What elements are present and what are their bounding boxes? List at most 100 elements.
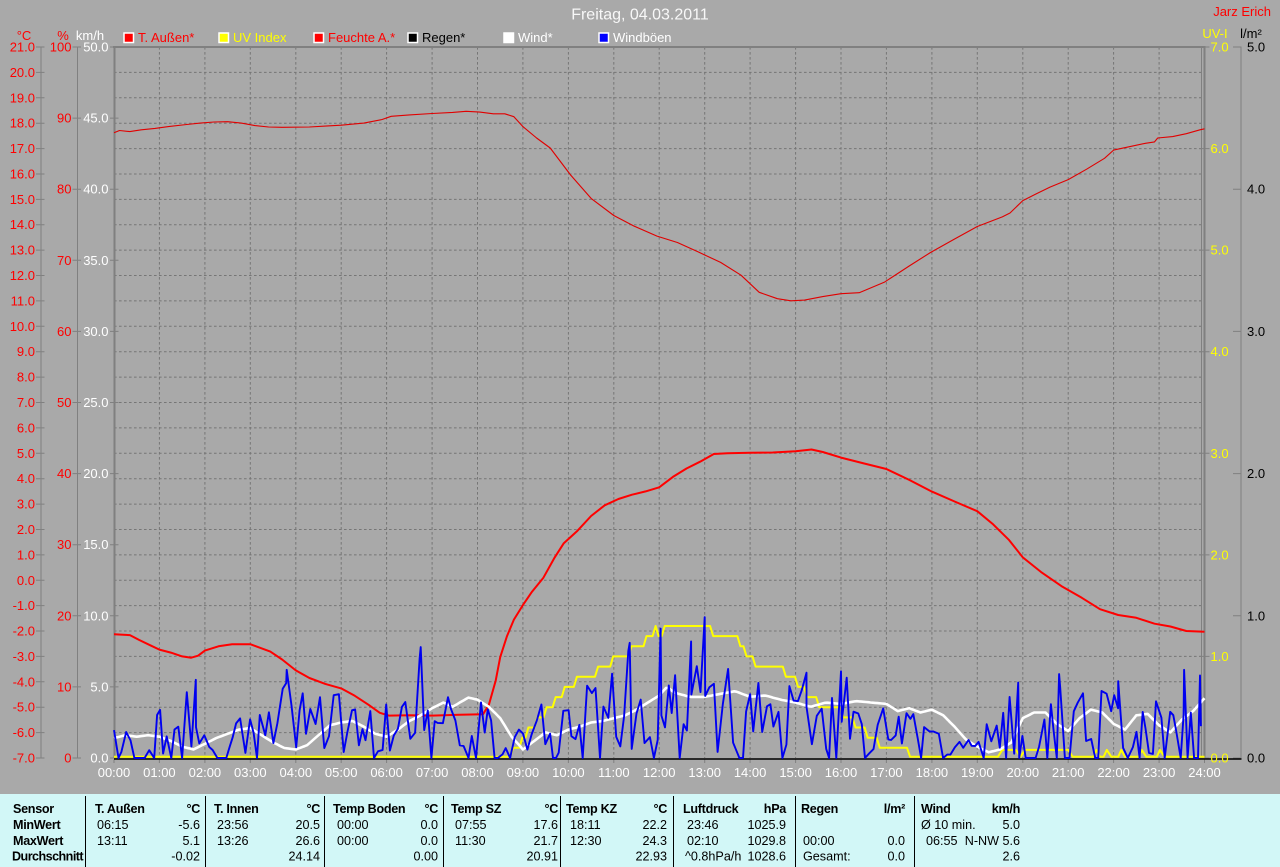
svg-text:1.0: 1.0 <box>1211 649 1229 664</box>
svg-text:05:00: 05:00 <box>325 765 358 780</box>
svg-text:20.0: 20.0 <box>83 466 108 481</box>
svg-text:1025.9: 1025.9 <box>747 818 786 832</box>
svg-text:09:00: 09:00 <box>507 765 540 780</box>
svg-text:18:00: 18:00 <box>916 765 949 780</box>
svg-text:Feuchte A.*: Feuchte A.* <box>328 30 395 45</box>
svg-text:°C: °C <box>653 802 667 816</box>
svg-text:MinWert: MinWert <box>13 818 61 832</box>
svg-text:1028.6: 1028.6 <box>747 850 786 864</box>
svg-text:40: 40 <box>57 466 71 481</box>
svg-text:14.0: 14.0 <box>10 217 35 232</box>
svg-text:23:00: 23:00 <box>1143 765 1176 780</box>
svg-text:-5.6: -5.6 <box>178 818 200 832</box>
svg-text:15.0: 15.0 <box>10 192 35 207</box>
svg-text:70: 70 <box>57 253 71 268</box>
svg-text:-2.0: -2.0 <box>13 624 35 639</box>
svg-text:5.1: 5.1 <box>182 834 200 848</box>
svg-text:03:00: 03:00 <box>234 765 267 780</box>
svg-text:6.0: 6.0 <box>1211 141 1229 156</box>
svg-text:T. Außen: T. Außen <box>95 802 145 816</box>
svg-text:T. Innen: T. Innen <box>214 802 258 816</box>
svg-text:3.0: 3.0 <box>1247 324 1265 339</box>
svg-text:18:11: 18:11 <box>570 818 601 832</box>
svg-text:l/m²: l/m² <box>1240 26 1262 41</box>
svg-text:7.0: 7.0 <box>17 395 35 410</box>
svg-text:12:00: 12:00 <box>643 765 676 780</box>
svg-text:l/m²: l/m² <box>884 802 905 816</box>
svg-text:21.0: 21.0 <box>10 40 35 55</box>
svg-text:30: 30 <box>57 537 71 552</box>
svg-text:15:00: 15:00 <box>779 765 812 780</box>
svg-text:0.0: 0.0 <box>887 850 905 864</box>
svg-text:2.0: 2.0 <box>17 522 35 537</box>
svg-text:11:30: 11:30 <box>455 834 486 848</box>
svg-text:8.0: 8.0 <box>17 370 35 385</box>
svg-text:Wind*: Wind* <box>518 30 553 45</box>
svg-text:11:00: 11:00 <box>598 765 630 780</box>
svg-text:4.0: 4.0 <box>1247 182 1265 197</box>
svg-text:50.0: 50.0 <box>83 40 108 55</box>
svg-text:5.0: 5.0 <box>1247 40 1265 55</box>
svg-text:0.00: 0.00 <box>413 850 438 864</box>
svg-text:13:11: 13:11 <box>97 834 128 848</box>
svg-text:80: 80 <box>57 182 71 197</box>
svg-text:22.93: 22.93 <box>635 850 667 864</box>
svg-text:-7.0: -7.0 <box>13 751 35 766</box>
svg-text:^0.8hPa/h: ^0.8hPa/h <box>685 850 741 864</box>
svg-text:00:00: 00:00 <box>803 834 835 848</box>
svg-text:0: 0 <box>64 751 71 766</box>
svg-text:00:00: 00:00 <box>337 834 369 848</box>
svg-text:UV Index: UV Index <box>233 30 287 45</box>
svg-text:-6.0: -6.0 <box>13 725 35 740</box>
svg-text:Luftdruck: Luftdruck <box>683 802 740 816</box>
svg-text:13:26: 13:26 <box>217 834 249 848</box>
svg-text:50: 50 <box>57 395 71 410</box>
svg-text:-3.0: -3.0 <box>13 649 35 664</box>
svg-text:10: 10 <box>57 679 71 694</box>
svg-text:21:00: 21:00 <box>1052 765 1085 780</box>
svg-text:0.0: 0.0 <box>420 834 438 848</box>
svg-text:16:00: 16:00 <box>825 765 858 780</box>
svg-text:14:00: 14:00 <box>734 765 767 780</box>
svg-text:10.0: 10.0 <box>10 319 35 334</box>
svg-text:19.0: 19.0 <box>10 90 35 105</box>
svg-text:%: % <box>57 28 69 43</box>
svg-text:08:00: 08:00 <box>461 765 494 780</box>
svg-text:Sensor: Sensor <box>13 802 54 816</box>
svg-text:Durchschnitt: Durchschnitt <box>12 850 84 864</box>
svg-text:13.0: 13.0 <box>10 243 35 258</box>
svg-text:0.0: 0.0 <box>90 751 108 766</box>
svg-text:13:00: 13:00 <box>688 765 721 780</box>
svg-text:12:30: 12:30 <box>570 834 602 848</box>
svg-text:5.0: 5.0 <box>90 679 108 694</box>
svg-text:07:00: 07:00 <box>416 765 449 780</box>
svg-text:T. Außen*: T. Außen* <box>138 30 194 45</box>
svg-text:20.91: 20.91 <box>526 850 558 864</box>
svg-text:22:00: 22:00 <box>1097 765 1130 780</box>
svg-text:5.0: 5.0 <box>1211 243 1229 258</box>
svg-text:00:00: 00:00 <box>98 765 131 780</box>
svg-text:10:00: 10:00 <box>552 765 585 780</box>
svg-text:07:55: 07:55 <box>455 818 487 832</box>
svg-text:45.0: 45.0 <box>83 111 108 126</box>
svg-text:MaxWert: MaxWert <box>13 834 64 848</box>
svg-text:24.14: 24.14 <box>288 850 320 864</box>
svg-text:06:15: 06:15 <box>97 818 129 832</box>
svg-text:0.0: 0.0 <box>420 818 438 832</box>
svg-text:23:56: 23:56 <box>217 818 249 832</box>
svg-text:hPa: hPa <box>764 802 787 816</box>
svg-text:4.0: 4.0 <box>1211 344 1229 359</box>
svg-text:0.0: 0.0 <box>887 834 905 848</box>
svg-text:km/h: km/h <box>76 28 104 43</box>
svg-text:Gesamt:: Gesamt: <box>803 850 851 864</box>
svg-text:21.7: 21.7 <box>533 834 558 848</box>
svg-text:9.0: 9.0 <box>17 344 35 359</box>
svg-text:Temp Boden: Temp Boden <box>333 802 405 816</box>
svg-text:-4.0: -4.0 <box>13 674 35 689</box>
svg-text:24:00: 24:00 <box>1188 765 1221 780</box>
svg-text:0.0: 0.0 <box>1211 751 1229 766</box>
svg-text:20.5: 20.5 <box>295 818 320 832</box>
svg-text:11.0: 11.0 <box>11 293 35 308</box>
svg-text:-5.0: -5.0 <box>13 700 35 715</box>
svg-text:06:00: 06:00 <box>370 765 403 780</box>
